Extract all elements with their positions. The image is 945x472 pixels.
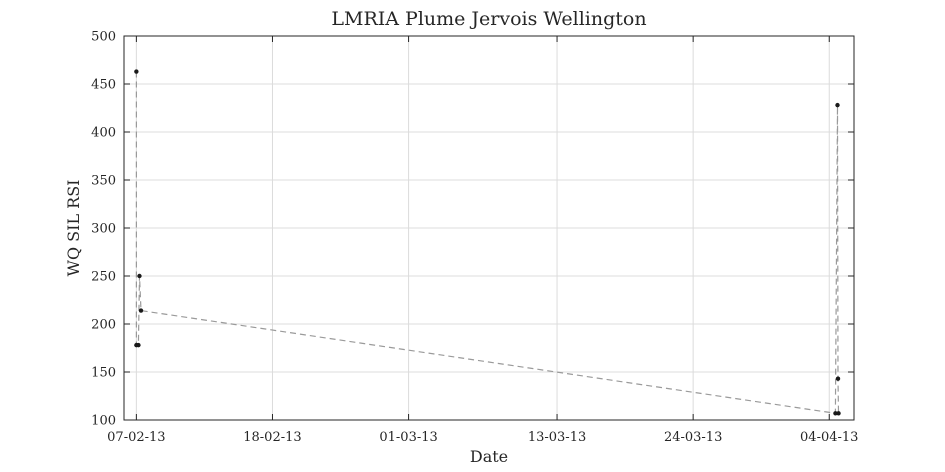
chart-title: LMRIA Plume Jervois Wellington — [331, 8, 646, 30]
y-tick-label: 250 — [91, 270, 116, 285]
data-point — [833, 411, 838, 416]
y-tick-label: 150 — [91, 366, 116, 381]
y-tick-label: 400 — [91, 126, 116, 141]
x-tick-label: 24-03-13 — [664, 430, 722, 445]
x-tick-label: 04-04-13 — [800, 430, 858, 445]
y-tick-label: 300 — [91, 222, 116, 237]
axes: 100 150 200 250 300 350 400 450 500 07-02-13 18-02… — [91, 30, 858, 446]
grid-lines — [124, 36, 854, 420]
x-tick-label: 07-02-13 — [107, 430, 165, 445]
y-tick-label: 100 — [91, 414, 116, 429]
data-point — [836, 411, 841, 416]
data-series — [134, 69, 841, 416]
x-tick-label: 13-03-13 — [528, 430, 586, 445]
y-tick-label: 450 — [91, 78, 116, 93]
data-point — [138, 308, 144, 313]
data-point — [134, 69, 139, 74]
y-tick-label: 350 — [91, 174, 116, 189]
x-tick-label: 01-03-13 — [379, 430, 437, 445]
y-axis-label: WQ SIL RSI — [64, 180, 83, 277]
data-point — [835, 102, 840, 108]
data-point — [136, 342, 141, 348]
y-tick-label: 500 — [91, 30, 116, 45]
data-point — [137, 273, 142, 279]
x-tick-label: 18-02-13 — [243, 430, 301, 445]
data-point — [835, 376, 841, 381]
x-axis-label: Date — [470, 447, 508, 466]
y-tick-label: 200 — [91, 318, 116, 333]
